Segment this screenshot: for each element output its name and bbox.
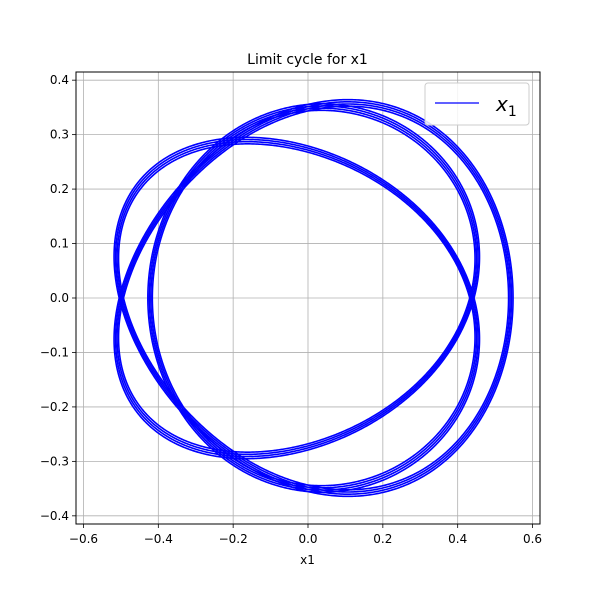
x-tick-label: 0.6	[523, 532, 542, 546]
x-tick-label: 0.2	[373, 532, 392, 546]
legend-label-base: x	[495, 92, 508, 116]
legend-box	[424, 82, 530, 126]
y-tick-label: 0.3	[50, 128, 69, 142]
x-tick-label: −0.6	[69, 532, 98, 546]
series-x1-trajectory	[117, 105, 510, 491]
x-tick-label: 0.4	[448, 532, 467, 546]
legend: x1	[424, 82, 530, 126]
legend-label-x1: x1	[495, 92, 517, 120]
chart-title: Limit cycle for x1	[247, 52, 368, 68]
y-tick-label: −0.1	[40, 345, 69, 359]
y-tick-label: −0.2	[40, 400, 69, 414]
y-tick-label: 0.1	[50, 237, 69, 251]
series-x1-trajectory	[116, 103, 511, 493]
axis-ticks: −0.6 −0.4 −0.2 0.0 0.2 0.4 0.6−0.4−0.3−0.2−0.1…	[40, 73, 542, 546]
y-tick-label: −0.3	[40, 454, 69, 468]
plot-series	[113, 98, 514, 498]
x-axis-label: x1	[300, 553, 315, 567]
x-tick-label: −0.2	[219, 532, 248, 546]
x-tick-label: −0.4	[144, 532, 173, 546]
y-tick-label: 0.2	[50, 182, 69, 196]
x-tick-label: 0.0	[298, 532, 317, 546]
y-tick-label: −0.4	[40, 509, 69, 523]
series-x1-trajectory	[114, 101, 513, 495]
legend-label-subscript: 1	[508, 104, 517, 120]
y-tick-label: 0.4	[50, 73, 69, 87]
y-tick-label: 0.0	[50, 291, 69, 305]
series-x1-trajectory	[113, 98, 514, 498]
